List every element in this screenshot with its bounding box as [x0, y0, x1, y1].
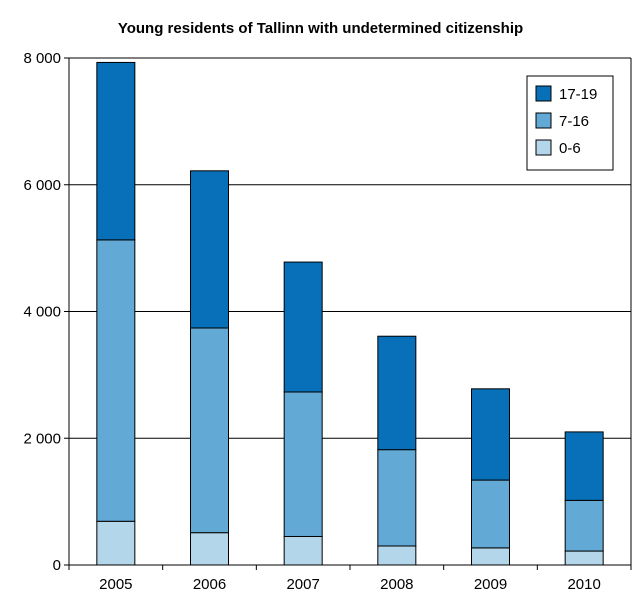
bar-segment	[564, 550, 604, 566]
bar-segment	[190, 170, 229, 329]
bar-segment	[283, 391, 323, 537]
legend-swatch	[535, 112, 552, 129]
bar-segment	[283, 535, 323, 566]
bar-segment	[190, 532, 229, 566]
bar-segment	[471, 388, 510, 481]
y-tick-label: 6 000	[23, 177, 61, 194]
x-tick-label: 2008	[380, 576, 413, 593]
bar-segment	[471, 547, 510, 566]
bar-segment	[96, 61, 136, 241]
bar-segment	[377, 449, 417, 547]
x-tick-label: 2006	[193, 576, 226, 593]
legend-swatch	[535, 139, 552, 156]
y-tick-label: 8 000	[23, 50, 61, 67]
bar-segment	[564, 431, 604, 501]
x-tick-label: 2007	[286, 576, 319, 593]
bar-segment	[377, 545, 417, 566]
bar-segment	[564, 499, 604, 552]
x-tick-label: 2005	[99, 576, 132, 593]
bar-segment	[471, 479, 510, 549]
bar-segment	[190, 327, 229, 534]
legend-label: 7-16	[559, 113, 589, 130]
chart-title: Young residents of Tallinn with undeterm…	[117, 20, 524, 37]
bar-segment	[96, 520, 136, 566]
bar-segment	[96, 239, 136, 522]
legend-label: 17-19	[559, 86, 597, 103]
bar-segment	[377, 335, 417, 451]
x-tick-label: 2010	[567, 576, 600, 593]
x-tick-label: 2009	[474, 576, 507, 593]
y-tick-label: 2 000	[23, 430, 61, 447]
legend-swatch	[535, 85, 552, 102]
legend-label: 0-6	[559, 140, 581, 157]
bar-segment	[283, 261, 323, 393]
y-tick-label: 0	[53, 557, 61, 574]
y-tick-label: 4 000	[23, 304, 61, 321]
